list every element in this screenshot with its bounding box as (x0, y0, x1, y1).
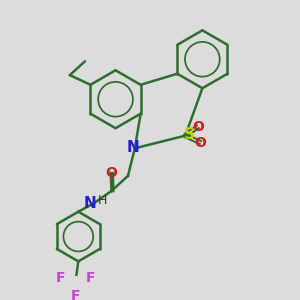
Text: O: O (194, 136, 206, 149)
Text: O: O (192, 120, 204, 134)
Text: S: S (184, 127, 195, 142)
Text: N: N (84, 196, 97, 211)
Text: H: H (98, 194, 107, 207)
Text: N: N (127, 140, 140, 155)
Text: F: F (86, 272, 95, 285)
Text: O: O (105, 166, 117, 180)
Text: F: F (71, 290, 80, 300)
Text: F: F (56, 272, 65, 285)
